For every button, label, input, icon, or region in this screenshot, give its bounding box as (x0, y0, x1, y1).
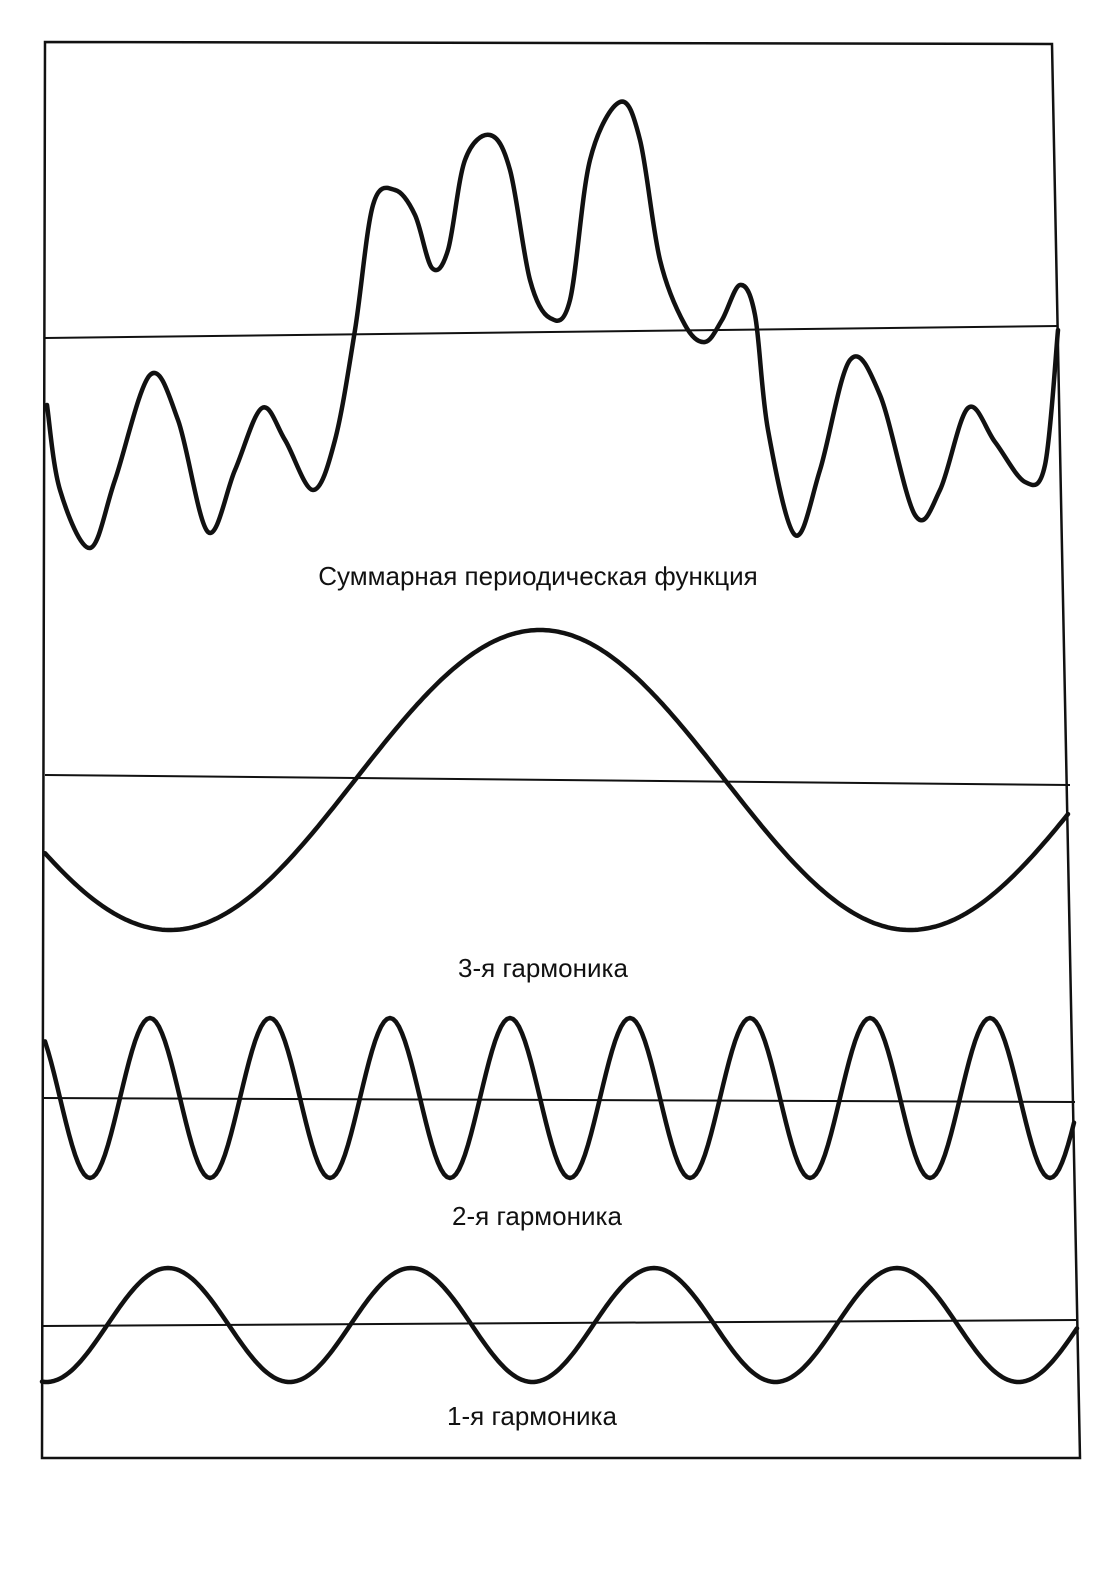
panel-label: Суммарная периодическая функция (318, 561, 757, 591)
panel-label: 1-я гармоника (447, 1401, 617, 1431)
second-harmonic-wave (42, 1015, 1077, 1181)
panel-label: 2-я гармоника (452, 1201, 622, 1231)
axis-line (44, 774, 1071, 786)
axis-line (41, 1097, 1076, 1103)
axis-line (44, 325, 1059, 339)
axis-line (41, 1319, 1079, 1327)
third-harmonic-wave (42, 627, 1071, 933)
frame (40, 40, 1082, 1460)
sum-wave (44, 99, 1061, 551)
panel-label: 3-я гармоника (458, 953, 628, 983)
first-harmonic-wave (39, 1265, 1080, 1385)
